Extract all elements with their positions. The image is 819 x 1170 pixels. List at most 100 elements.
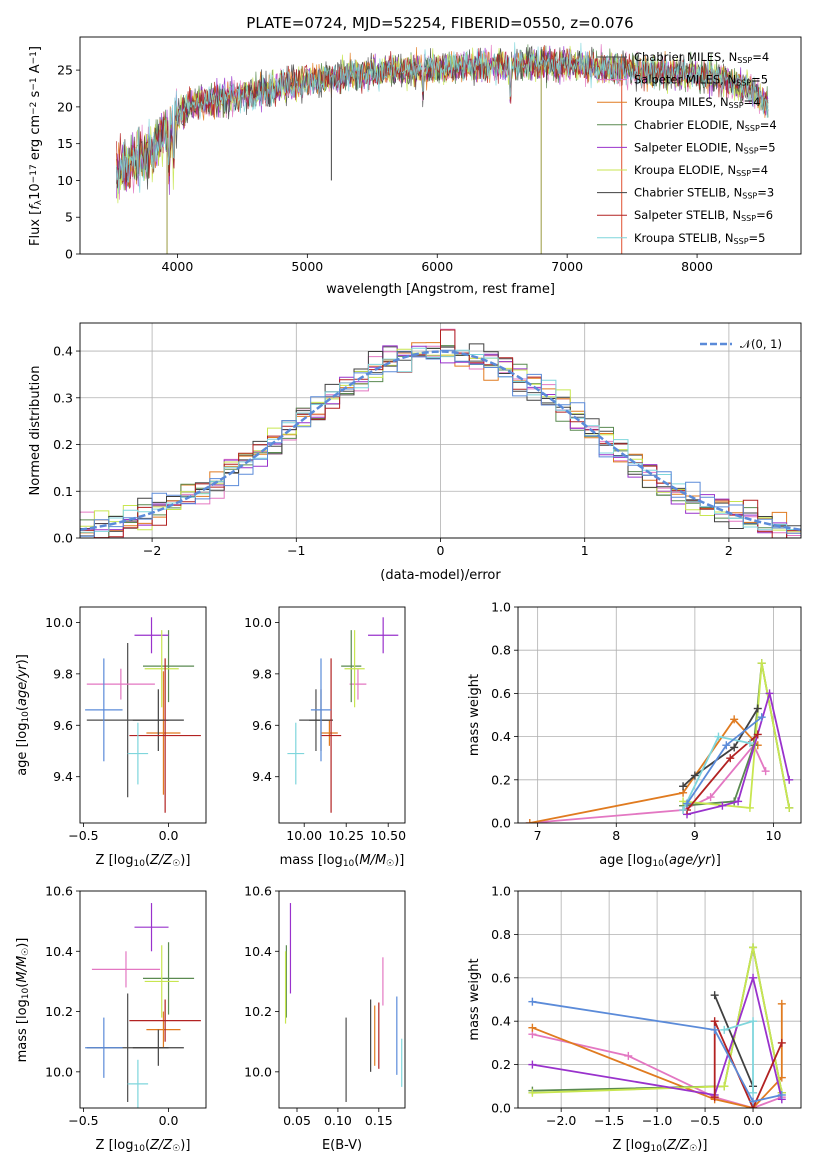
panel-mass-vs-Z: −0.5 0.0 10.0 10.2 10.4 10.6 (45, 884, 207, 1128)
x-axis-label: Z [log10(Z/Z☉)] (96, 1138, 191, 1154)
x-tick-label: −0.5 (68, 828, 98, 843)
x-tick-label: 5000 (291, 259, 323, 274)
y-tick-label: 15 (57, 136, 73, 151)
y-tick-label: 0.4 (491, 1014, 511, 1029)
y-tick-label: 0.1 (53, 484, 73, 499)
legend-label: Kroupa STELIB, NSSP=5 (634, 231, 765, 246)
y-tick-label: 10 (57, 173, 73, 188)
y-tick-label: 0.3 (53, 390, 73, 405)
y-tick-label: 10.2 (45, 1004, 73, 1019)
panel-weight-vs-age: 7 8 9 10 0.0 0.2 0.4 0.6 0.8 1.0 (491, 600, 802, 843)
histograms (80, 328, 801, 538)
x-tick-label: −0.5 (68, 1113, 98, 1128)
x-tick-label: 10.25 (328, 828, 364, 843)
y-tick-label: 10.6 (45, 884, 73, 899)
weight-series (682, 735, 751, 811)
y-axis-label: Flux [fλ10−17 erg cm−2 s−1 A−1] (28, 46, 44, 246)
x-tick-label: 10.50 (370, 828, 406, 843)
x-tick-label: 0.10 (324, 1113, 352, 1128)
figure-title: PLATE=0724, MJD=52254, FIBERID=0550, z=0… (246, 14, 633, 32)
y-tick-label: 0.2 (491, 1057, 511, 1072)
y-tick-label: 10.4 (244, 944, 272, 959)
y-tick-label: 9.6 (252, 718, 272, 733)
x-tick-label: 0.15 (365, 1113, 393, 1128)
legend-label: Chabrier ELODIE, NSSP=4 (634, 118, 777, 133)
x-tick-label: 1 (581, 543, 589, 558)
y-tick-label: 5 (65, 210, 73, 225)
weight-series (532, 1000, 782, 1103)
x-tick-label: 6000 (421, 259, 453, 274)
y-tick-label: 1.0 (491, 884, 511, 899)
weight-series (713, 994, 754, 1087)
y-axis-label: mass [log10(M/M☉)] (15, 938, 31, 1063)
x-tick-label: 2 (725, 543, 733, 558)
y-axis-label: mass weight (467, 958, 482, 1040)
spectrum-series (116, 42, 769, 194)
y-tick-label: 9.6 (53, 718, 73, 733)
x-tick-label: −0.5 (690, 1113, 720, 1128)
x-tick-label: 4000 (162, 259, 194, 274)
y-tick-label: 1.0 (491, 600, 511, 615)
weight-lines (528, 943, 786, 1108)
y-tick-label: 9.8 (252, 666, 272, 681)
y-tick-label: 10.0 (244, 615, 272, 630)
y-tick-label: 20 (57, 99, 73, 114)
y-tick-label: 0.4 (53, 344, 73, 359)
errorbars (85, 903, 201, 1108)
x-tick-label: 9 (691, 828, 699, 843)
panel-age-vs-mass: 10.00 10.25 10.50 9.4 9.6 9.8 10.0 (244, 606, 406, 843)
y-axis-label: Normed distribution (28, 366, 43, 496)
y-tick-label: 0.8 (491, 927, 511, 942)
x-tick-label: 0.0 (159, 1113, 179, 1128)
x-tick-label: 0.0 (743, 1113, 763, 1128)
y-tick-label: 0.6 (491, 686, 511, 701)
y-tick-label: 10.0 (45, 1064, 73, 1079)
x-tick-label: 8000 (681, 259, 713, 274)
x-axis-label: E(B-V) (322, 1138, 362, 1153)
y-tick-label: 25 (57, 63, 73, 78)
y-tick-label: 0.2 (491, 772, 511, 787)
axes-frame (79, 36, 802, 255)
weight-series (532, 1003, 783, 1108)
axes-frame (278, 890, 406, 1109)
histogram-series (80, 349, 801, 538)
x-axis-label: age [log10(age/yr)] (599, 853, 721, 869)
y-tick-label: 9.8 (53, 666, 73, 681)
x-tick-label: 8 (612, 828, 620, 843)
x-tick-label: −1.0 (642, 1113, 672, 1128)
x-tick-label: 0.0 (159, 828, 179, 843)
y-tick-label: 0.4 (491, 729, 511, 744)
panel-mass-vs-ebv: 0.05 0.10 0.15 10.0 10.2 10.4 10.6 (244, 884, 406, 1128)
panel-residuals: −2 −1 0 1 2 0.0 0.1 0.2 0.3 0.4 𝒩(0, 1) (53, 322, 802, 558)
legend-label: Kroupa ELODIE, NSSP=4 (634, 163, 768, 178)
x-tick-label: 0 (437, 543, 445, 558)
x-axis-label: Z [log10(Z/Z☉)] (96, 853, 191, 869)
y-tick-label: 10.4 (45, 944, 73, 959)
x-tick-label: −1 (287, 543, 305, 558)
axes-frame (517, 890, 802, 1109)
y-tick-label: 10.0 (45, 615, 73, 630)
legend-label: Chabrier MILES, NSSP=4 (634, 50, 769, 65)
x-axis-label: Z [log10(Z/Z☉)] (613, 1138, 708, 1154)
errorbars (284, 903, 403, 1102)
y-tick-label: 0.0 (53, 531, 73, 546)
weight-series (529, 717, 759, 823)
legend-label: Salpeter STELIB, NSSP=6 (634, 208, 773, 223)
y-tick-label: 0.6 (491, 970, 511, 985)
y-tick-label: 0.0 (491, 1101, 511, 1116)
x-tick-label: 0.05 (283, 1113, 311, 1128)
axes-frame (278, 606, 406, 824)
axes-frame (79, 322, 802, 539)
legend-label: Kroupa MILES, NSSP=4 (634, 95, 760, 110)
legend-label: 𝒩(0, 1) (740, 337, 782, 351)
x-tick-label: 10.00 (286, 828, 322, 843)
y-tick-label: 0.2 (53, 437, 73, 452)
y-tick-label: 9.4 (53, 769, 73, 784)
normal-curve (80, 350, 801, 532)
panel-weight-vs-Z: −2.0 −1.5 −1.0 −0.5 0.0 0.0 0.2 0.4 0.6 0.8 1.0 (491, 884, 802, 1128)
errorbars (287, 617, 399, 813)
axes-frame (517, 606, 802, 824)
y-tick-label: 0.0 (491, 816, 511, 831)
